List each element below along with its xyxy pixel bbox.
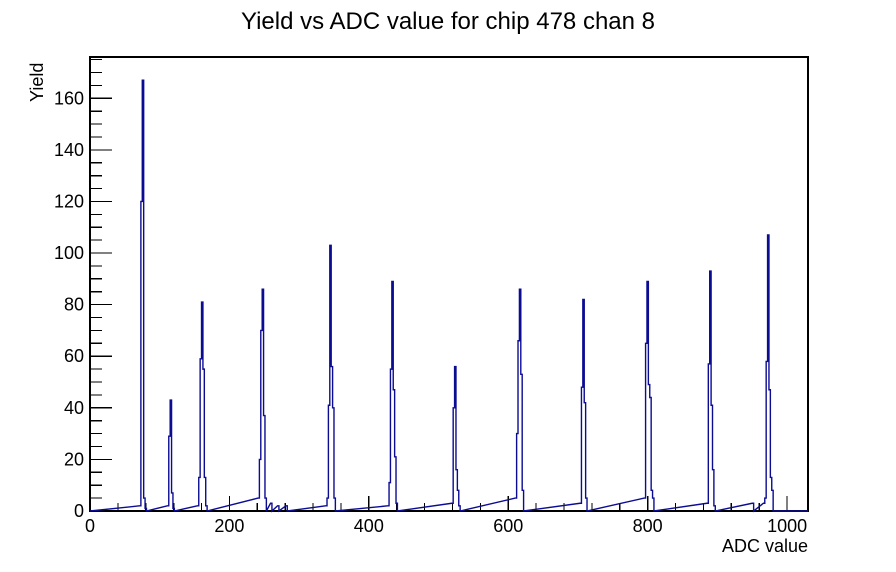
svg-text:0: 0 [74,501,84,521]
svg-text:20: 20 [64,449,84,469]
svg-text:160: 160 [54,88,84,108]
svg-text:800: 800 [633,516,663,536]
svg-text:600: 600 [493,516,523,536]
svg-text:1000: 1000 [767,516,807,536]
svg-text:40: 40 [64,398,84,418]
svg-text:80: 80 [64,295,84,315]
axis-ticks [89,58,788,512]
svg-text:120: 120 [54,191,84,211]
svg-text:0: 0 [85,516,95,536]
svg-text:60: 60 [64,346,84,366]
svg-text:200: 200 [214,516,244,536]
svg-text:140: 140 [54,140,84,160]
histogram-line [89,79,808,513]
y-axis-title: Yield [27,62,47,102]
chart-title: Yield vs ADC value for chip 478 chan 8 [240,8,655,35]
x-axis-title: ADC value [721,536,808,556]
svg-text:100: 100 [54,243,84,263]
svg-text:400: 400 [354,516,384,536]
axis-tick-labels: 0 20 40 60 80 100 120 140 160 0 200 400 600 800 1000 [54,88,807,536]
plot-frame [89,56,809,512]
